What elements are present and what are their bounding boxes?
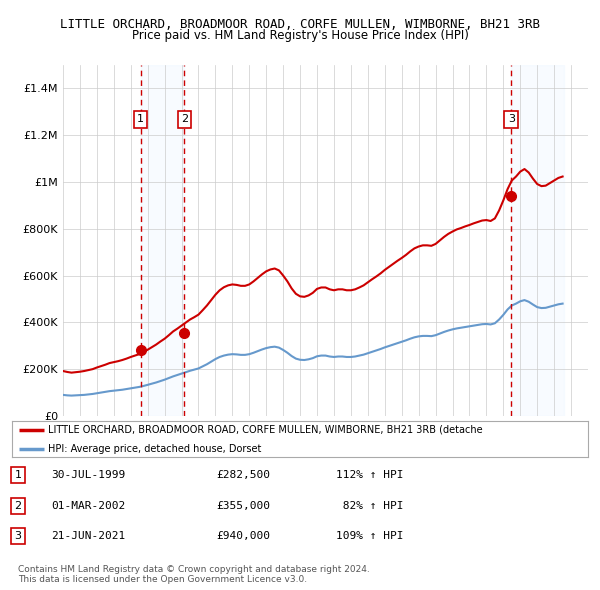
Text: LITTLE ORCHARD, BROADMOOR ROAD, CORFE MULLEN, WIMBORNE, BH21 3RB: LITTLE ORCHARD, BROADMOOR ROAD, CORFE MU…	[60, 18, 540, 31]
Bar	[140, 65, 184, 416]
Text: £282,500: £282,500	[216, 470, 270, 480]
Text: 3: 3	[508, 114, 515, 124]
Text: 3: 3	[14, 532, 22, 541]
Text: 112% ↑ HPI: 112% ↑ HPI	[336, 470, 404, 480]
Text: 2: 2	[14, 501, 22, 510]
Text: 21-JUN-2021: 21-JUN-2021	[51, 532, 125, 541]
Text: 01-MAR-2002: 01-MAR-2002	[51, 501, 125, 510]
Text: 30-JUL-1999: 30-JUL-1999	[51, 470, 125, 480]
Text: HPI: Average price, detached house, Dorset: HPI: Average price, detached house, Dors…	[48, 444, 262, 454]
Bar	[511, 65, 564, 416]
Text: LITTLE ORCHARD, BROADMOOR ROAD, CORFE MULLEN, WIMBORNE, BH21 3RB (detache: LITTLE ORCHARD, BROADMOOR ROAD, CORFE MU…	[48, 425, 483, 435]
Text: 1: 1	[14, 470, 22, 480]
Text: 2: 2	[181, 114, 188, 124]
Text: 82% ↑ HPI: 82% ↑ HPI	[336, 501, 404, 510]
Text: £940,000: £940,000	[216, 532, 270, 541]
Text: Contains HM Land Registry data © Crown copyright and database right 2024.
This d: Contains HM Land Registry data © Crown c…	[18, 565, 370, 584]
Text: £355,000: £355,000	[216, 501, 270, 510]
Text: Price paid vs. HM Land Registry's House Price Index (HPI): Price paid vs. HM Land Registry's House …	[131, 30, 469, 42]
Text: 1: 1	[137, 114, 144, 124]
Text: 109% ↑ HPI: 109% ↑ HPI	[336, 532, 404, 541]
